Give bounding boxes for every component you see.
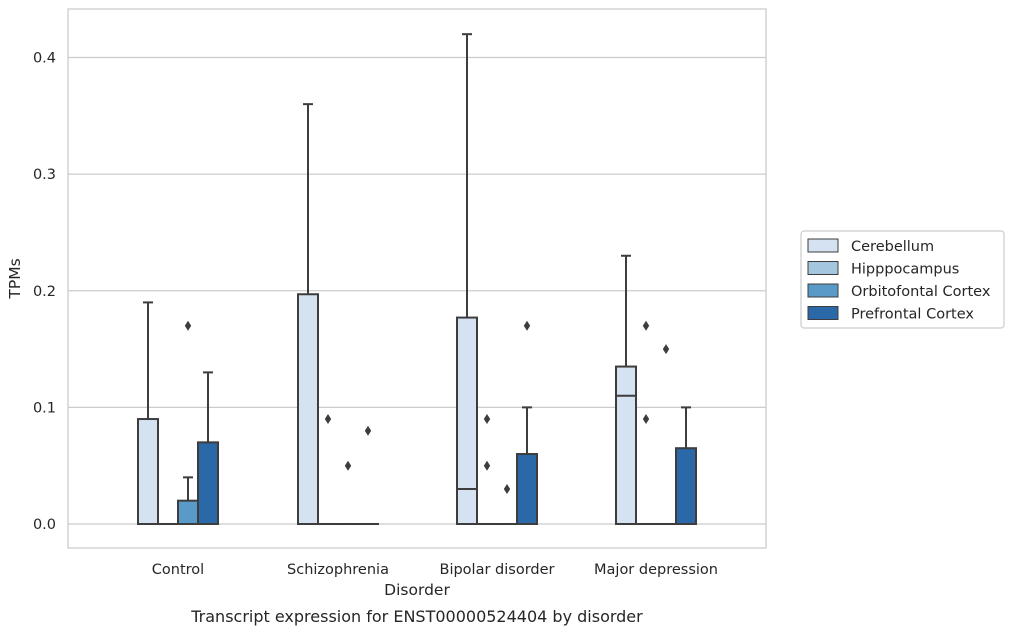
outlier-point <box>344 460 352 471</box>
box-series <box>137 33 697 526</box>
outlier-point <box>662 344 670 355</box>
box-rect <box>456 316 478 526</box>
x-axis-label: Disorder <box>384 581 450 599</box>
box-rect <box>137 418 159 526</box>
legend-label: Hipppocampus <box>851 262 959 278</box>
outlier-point <box>324 414 332 425</box>
box-rect <box>297 293 319 525</box>
y-tick-label: 0.0 <box>33 517 56 533</box>
outlier-point <box>483 460 491 471</box>
legend-swatch <box>807 238 839 253</box>
outlier-point <box>503 484 511 495</box>
box-cerebellum <box>297 103 319 525</box>
legend-swatch <box>807 306 839 320</box>
box-rect <box>177 499 199 525</box>
legend-swatch <box>807 283 839 298</box>
box-hipppocampus <box>635 320 657 526</box>
outlier-point <box>483 414 491 425</box>
y-tick-label: 0.3 <box>33 167 56 183</box>
box-prefrontal-cortex <box>197 371 219 525</box>
box-orbitofontal-cortex <box>655 344 677 526</box>
box-prefrontal-cortex <box>357 425 379 526</box>
y-axis-label: TPMs <box>6 258 24 299</box>
x-tick-label: Bipolar disorder <box>440 562 555 578</box>
box-rect <box>675 447 697 526</box>
box-rect <box>615 365 637 525</box>
box-orbitofontal-cortex <box>337 460 359 526</box>
outlier-point <box>642 414 650 425</box>
x-tick-label: Major depression <box>594 562 718 578</box>
legend-label: Prefrontal Cortex <box>851 307 974 323</box>
x-tick-label: Control <box>152 562 204 578</box>
box-hipppocampus <box>317 414 339 526</box>
outlier-point <box>523 320 531 331</box>
legend-label: Orbitofontal Cortex <box>851 284 991 300</box>
box-cerebellum <box>615 254 637 525</box>
y-tick-label: 0.2 <box>33 284 56 300</box>
chart-caption: Transcript expression for ENST0000052440… <box>190 607 643 626</box>
outlier-point <box>364 425 372 436</box>
box-rect <box>516 453 538 525</box>
y-tick-label: 0.4 <box>33 51 56 67</box>
box-rect <box>197 441 219 525</box>
outlier-point <box>642 320 650 331</box>
box-cerebellum <box>137 301 159 526</box>
y-tick-label: 0.1 <box>33 400 56 416</box>
box-cerebellum <box>456 33 478 526</box>
legend: Cerebellum Hipppocampus Orbitofontal Corte… <box>800 230 1005 329</box>
outlier-point <box>184 320 192 331</box>
grid-lines <box>68 56 766 525</box>
plot-frame <box>67 8 767 549</box>
box-prefrontal-cortex <box>675 406 697 526</box>
box-orbitofontal-cortex <box>177 320 199 525</box>
box-hipppocampus <box>476 414 498 526</box>
x-tick-labels: Control Schizophrenia Bipolar disorder Majo… <box>152 562 718 578</box>
legend-swatch <box>807 261 839 275</box>
x-tick-label: Schizophrenia <box>287 562 389 578</box>
box-prefrontal-cortex <box>516 320 538 525</box>
box-orbitofontal-cortex <box>496 484 518 526</box>
legend-label: Cerebellum <box>851 239 934 255</box>
legend-frame <box>800 230 1005 329</box>
y-tick-labels: 0.0 0.1 0.2 0.3 0.4 <box>33 51 56 534</box>
